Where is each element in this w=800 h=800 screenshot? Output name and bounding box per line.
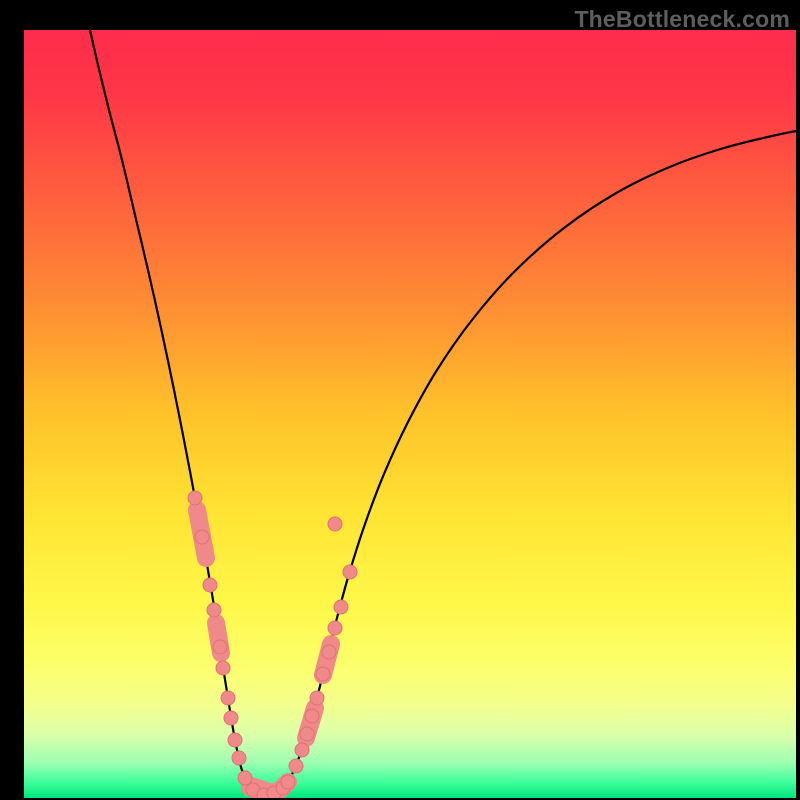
plot-area xyxy=(24,30,796,798)
data-marker xyxy=(195,530,209,544)
data-marker xyxy=(207,603,221,617)
data-marker xyxy=(221,691,235,705)
data-marker xyxy=(322,645,336,659)
data-marker xyxy=(305,709,319,723)
data-marker xyxy=(216,661,230,675)
data-marker xyxy=(238,771,252,785)
data-marker xyxy=(328,621,342,635)
data-marker xyxy=(343,565,357,579)
data-marker xyxy=(334,600,348,614)
plot-frame xyxy=(24,30,796,798)
data-marker xyxy=(213,640,227,654)
data-marker xyxy=(289,759,303,773)
chart-svg xyxy=(24,30,796,798)
gradient-background xyxy=(24,30,796,798)
data-marker xyxy=(281,775,295,789)
data-marker xyxy=(295,743,309,757)
data-marker xyxy=(328,517,342,531)
data-marker xyxy=(228,733,242,747)
data-marker xyxy=(203,578,217,592)
data-marker xyxy=(316,667,330,681)
watermark-text: TheBottleneck.com xyxy=(574,6,790,33)
data-marker xyxy=(300,727,314,741)
data-marker xyxy=(232,751,246,765)
data-marker xyxy=(310,691,324,705)
data-marker xyxy=(224,711,238,725)
data-marker xyxy=(188,491,202,505)
